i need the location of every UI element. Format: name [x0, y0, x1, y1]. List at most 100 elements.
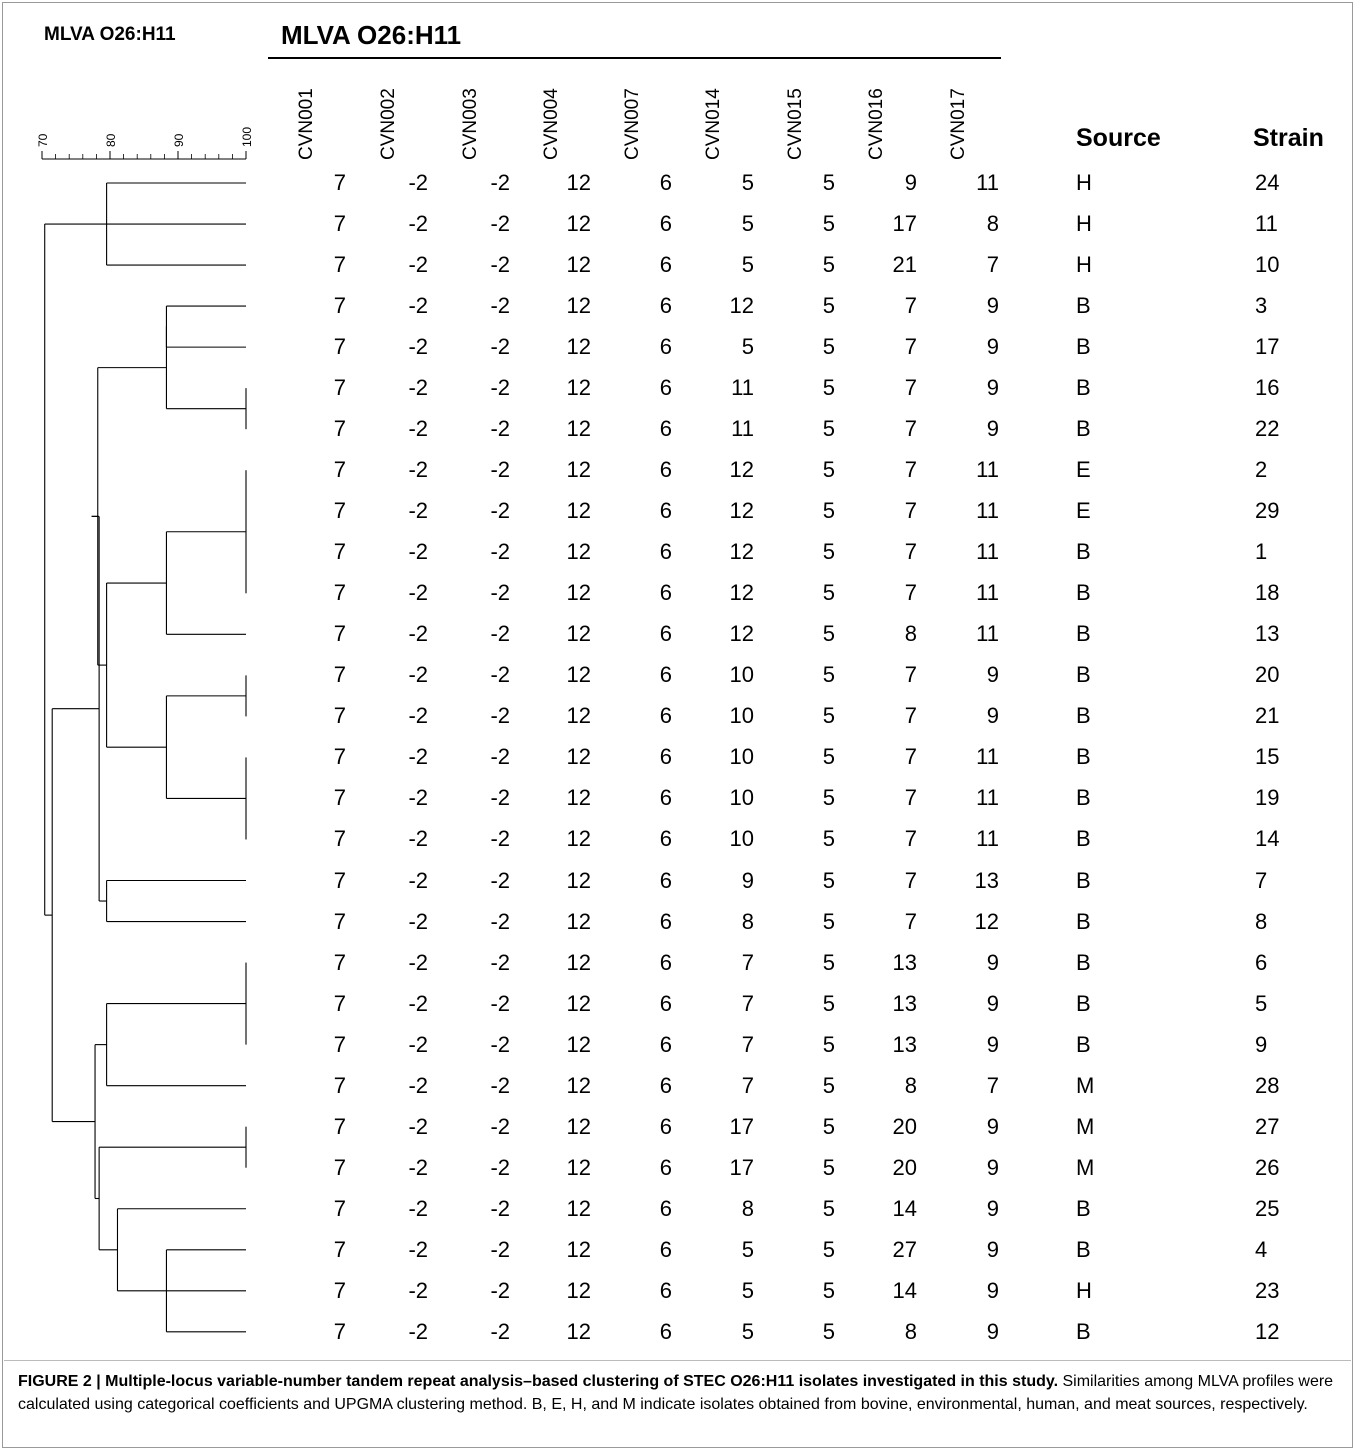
table-cell: -2: [490, 662, 510, 688]
table-cell: 11: [976, 498, 999, 524]
table-cell: 7: [333, 1236, 346, 1262]
table-cell: 7: [333, 826, 346, 852]
table-cell: 7: [333, 949, 346, 975]
table-cell: -2: [408, 785, 428, 811]
table-cell: 7: [333, 662, 346, 688]
table-cell: 12: [566, 457, 591, 483]
source-cell: B: [1076, 1318, 1091, 1344]
table-cell: 12: [566, 662, 591, 688]
strain-cell: 15: [1255, 744, 1280, 770]
table-cell: -2: [408, 1072, 428, 1098]
table-cell: 6: [659, 1154, 672, 1180]
table-cell: -2: [408, 1195, 428, 1221]
table-cell: 11: [976, 457, 999, 483]
table-cell: 11: [976, 785, 999, 811]
table-cell: 7: [904, 457, 917, 483]
table-cell: 9: [986, 1236, 999, 1262]
source-cell: B: [1076, 867, 1091, 893]
caption-bold: FIGURE 2 | Multiple-locus variable-numbe…: [18, 1373, 1059, 1390]
table-cell: -2: [490, 375, 510, 401]
source-cell: B: [1076, 744, 1091, 770]
strain-cell: 10: [1255, 252, 1280, 278]
dendrogram-title: MLVA O26:H11: [44, 24, 176, 45]
table-cell: 13: [892, 1031, 917, 1057]
table-cell: 5: [822, 457, 835, 483]
dendrogram: 70 80 90 100: [36, 127, 254, 1333]
table-cell: 6: [659, 375, 672, 401]
table-cell: 7: [904, 375, 917, 401]
table-cell: 7: [904, 826, 917, 852]
table-cell: -2: [490, 1195, 510, 1221]
figure-caption: FIGURE 2 | Multiple-locus variable-numbe…: [18, 1370, 1336, 1416]
table-cell: 17: [729, 1154, 754, 1180]
strain-cell: 27: [1255, 1113, 1280, 1139]
strain-cell: 2: [1255, 457, 1268, 483]
table-cell: 5: [741, 1236, 754, 1262]
locus-header: CVN015: [785, 80, 815, 160]
strain-cell: 29: [1255, 498, 1280, 524]
table-cell: -2: [408, 416, 428, 442]
table-cell: 7: [333, 170, 346, 195]
table-cell: -2: [408, 334, 428, 360]
source-cell: B: [1076, 1236, 1091, 1262]
strain-cell: 9: [1255, 1031, 1268, 1057]
strain-cell: 14: [1255, 826, 1280, 852]
table-cell: 5: [822, 293, 835, 319]
table-cell: 8: [904, 1072, 917, 1098]
table-cell: 6: [659, 621, 672, 647]
table-cell: -2: [408, 949, 428, 975]
table-cell: 7: [904, 498, 917, 524]
table-cell: 12: [566, 867, 591, 893]
table-cell: 12: [729, 621, 754, 647]
table-cell: 12: [729, 498, 754, 524]
table-cell: 10: [729, 785, 754, 811]
table-cell: 7: [333, 1154, 346, 1180]
table-cell: 9: [986, 1154, 999, 1180]
table-cell: 14: [892, 1277, 917, 1303]
strain-header: Strain: [1253, 124, 1324, 152]
table-cell: -2: [408, 990, 428, 1016]
table-cell: 13: [974, 867, 999, 893]
table-cell: 8: [986, 211, 999, 237]
table-cell: -2: [490, 539, 510, 565]
table-cell: 5: [822, 1113, 835, 1139]
strain-cell: 20: [1255, 662, 1280, 688]
table-cell: -2: [408, 539, 428, 565]
scale-tick-label: 70: [36, 133, 50, 147]
table-cell: 12: [566, 621, 591, 647]
source-cell: B: [1076, 990, 1091, 1016]
table-cell: 11: [976, 580, 999, 606]
table-cell: -2: [408, 1277, 428, 1303]
table-cell: 5: [822, 1195, 835, 1221]
table-cell: 6: [659, 990, 672, 1016]
strain-cell: 3: [1255, 293, 1268, 319]
strain-cell: 17: [1255, 334, 1280, 360]
table-cell: 12: [566, 211, 591, 237]
strain-cell: 18: [1255, 580, 1280, 606]
table-cell: 12: [729, 293, 754, 319]
table-cell: 9: [986, 1031, 999, 1057]
table-cell: -2: [490, 580, 510, 606]
table-cell: 12: [566, 1031, 591, 1057]
table-cell: 12: [566, 744, 591, 770]
table-cell: 6: [659, 170, 672, 195]
table-cell: -2: [408, 826, 428, 852]
table-cell: 6: [659, 1277, 672, 1303]
table-cell: 12: [566, 293, 591, 319]
table-cell: 17: [729, 1113, 754, 1139]
table-cell: -2: [490, 170, 510, 195]
table-cell: 7: [741, 990, 754, 1016]
strain-cell: 7: [1255, 867, 1268, 893]
strain-cell: 6: [1255, 949, 1268, 975]
table-cell: 5: [822, 1277, 835, 1303]
table-cell: 7: [333, 1031, 346, 1057]
table-cell: -2: [490, 1236, 510, 1262]
locus-header-label: CVN002: [378, 88, 399, 160]
locus-header-label: CVN016: [866, 88, 887, 160]
table-cell: 12: [566, 826, 591, 852]
scale-tick-label: 80: [104, 133, 118, 147]
table-cell: -2: [408, 867, 428, 893]
table-cell: 5: [822, 1031, 835, 1057]
table-cell: 5: [822, 498, 835, 524]
table-cell: 7: [333, 375, 346, 401]
